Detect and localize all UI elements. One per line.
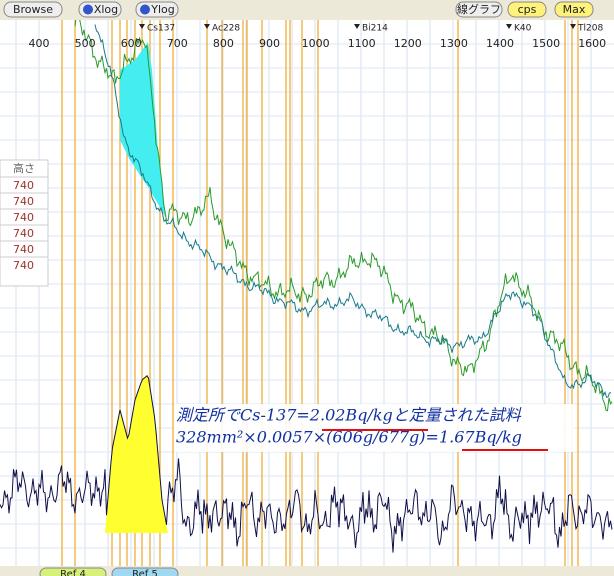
table-cell: 740 bbox=[13, 179, 34, 192]
table-cell: 740 bbox=[13, 195, 34, 208]
peak-marker bbox=[570, 24, 576, 29]
axis-tick-label: 1300 bbox=[440, 37, 468, 50]
green-spectrum bbox=[74, 14, 613, 412]
table bbox=[0, 159, 49, 287]
annotation-line: 328mm²×0.0057×(606g/677g)=1.67Bq/kg bbox=[176, 428, 522, 447]
peak-label: Cs137 bbox=[147, 24, 175, 34]
axis-tick-label: 1200 bbox=[394, 37, 422, 50]
peak-label: Ac228 bbox=[212, 24, 240, 34]
tab[interactable] bbox=[111, 567, 179, 576]
peak-label: Tl208 bbox=[577, 24, 603, 34]
annotation-bg bbox=[174, 404, 574, 452]
axis-tick-label: 1100 bbox=[348, 37, 376, 50]
peak-marker bbox=[204, 24, 210, 29]
button-icon bbox=[140, 4, 150, 15]
button-label[interactable]: Browse bbox=[13, 3, 53, 16]
button-label[interactable]: cps bbox=[518, 3, 537, 16]
axis-tick-label: 500 bbox=[75, 37, 96, 50]
table-header: 高さ bbox=[13, 161, 35, 175]
tab[interactable] bbox=[39, 567, 107, 576]
axis-tick-label: 1400 bbox=[486, 37, 514, 50]
lower-spectrum bbox=[0, 375, 613, 553]
spectra bbox=[0, 14, 613, 553]
axis-tick-label: 900 bbox=[259, 37, 280, 50]
table-cell: 740 bbox=[13, 243, 34, 256]
annotation-line: 測定所でCs-137=2.02Bq/kgと定量された試料 bbox=[176, 406, 522, 425]
peak-label: K40 bbox=[514, 24, 532, 34]
tab-label[interactable]: Ref 4 bbox=[60, 569, 86, 576]
axis-tick-label: 1000 bbox=[302, 37, 330, 50]
button-label[interactable]: Max bbox=[563, 3, 586, 16]
toolbar-button[interactable] bbox=[554, 1, 594, 18]
axis-tick-label: 700 bbox=[167, 37, 188, 50]
axis-tick-label: 400 bbox=[29, 37, 50, 50]
peak-label: Bi214 bbox=[362, 24, 388, 34]
cs-fill bbox=[120, 42, 166, 218]
toolbar-button[interactable] bbox=[455, 1, 503, 18]
tab-bar bbox=[0, 566, 614, 576]
axis-tick-label: 1600 bbox=[578, 37, 606, 50]
toolbar-button[interactable] bbox=[3, 1, 63, 18]
tab-label[interactable]: Ref 5 bbox=[132, 569, 158, 576]
axis-tick-label: 800 bbox=[213, 37, 234, 50]
toolbar-button[interactable] bbox=[507, 1, 547, 18]
table-cell: 740 bbox=[13, 211, 34, 224]
axis-tick-label: 600 bbox=[121, 37, 142, 50]
teal-spectrum bbox=[94, 24, 612, 398]
peak-marker bbox=[506, 24, 512, 29]
button-label[interactable]: Xlog bbox=[94, 3, 118, 16]
table-cell: 740 bbox=[13, 259, 34, 272]
peak-marker bbox=[139, 24, 145, 29]
table-cell: 740 bbox=[13, 227, 34, 240]
button-icon bbox=[83, 4, 93, 15]
peak-marker bbox=[354, 24, 360, 29]
button-label[interactable]: 線グラフ bbox=[457, 2, 501, 16]
axis-tick-label: 1500 bbox=[532, 37, 560, 50]
button-label[interactable]: Ylog bbox=[150, 3, 175, 16]
